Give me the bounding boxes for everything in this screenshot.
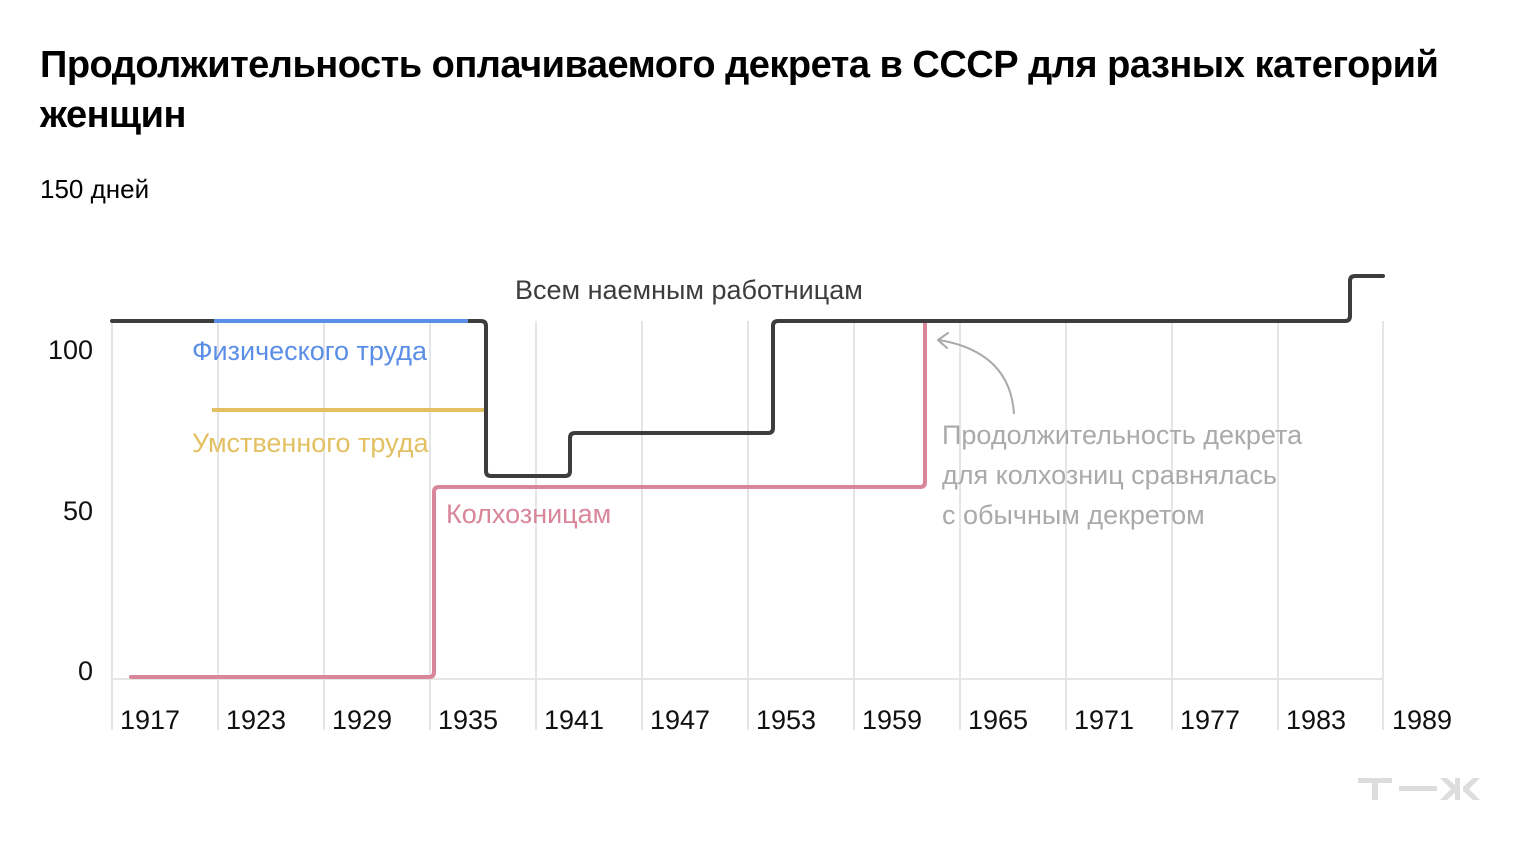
x-tick: 1947 — [650, 705, 710, 735]
tzh-logo-icon — [1358, 778, 1480, 800]
x-tick: 1935 — [438, 705, 498, 735]
x-tick: 1977 — [1180, 705, 1240, 735]
arrowhead-icon — [937, 332, 949, 349]
x-tick: 1929 — [332, 705, 392, 735]
annotation-arrow-icon — [938, 339, 1015, 415]
x-tick: 1923 — [226, 705, 286, 735]
x-tick: 1959 — [862, 705, 922, 735]
y-tick-100: 100 — [48, 335, 93, 365]
x-tick: 1971 — [1074, 705, 1134, 735]
x-tick: 1917 — [120, 705, 180, 735]
annotation-line-1: Продолжительность декрета — [942, 420, 1303, 450]
label-kolkhoz: Колхозницам — [446, 499, 611, 529]
x-tick: 1983 — [1286, 705, 1346, 735]
x-tick: 1953 — [756, 705, 816, 735]
x-tick: 1965 — [968, 705, 1028, 735]
y-axis-unit-label: 150 дней — [40, 174, 150, 204]
chart-title: Продолжительность оплачиваемого декрета … — [40, 44, 1439, 136]
label-all-workers: Всем наемным работницам — [515, 275, 863, 305]
annotation-line-2: для колхозниц сравнялась — [942, 460, 1277, 490]
series-kolkhoz-line — [129, 319, 927, 679]
y-tick-0: 0 — [78, 656, 93, 686]
series-all-workers-line — [110, 274, 1385, 478]
x-tick: 1941 — [544, 705, 604, 735]
label-physical: Физического труда — [192, 336, 428, 366]
label-mental: Умственного труда — [192, 428, 429, 458]
x-axis-ticks: 1917 1923 1929 1935 1941 1947 1953 1959 … — [120, 705, 1452, 735]
x-tick: 1989 — [1392, 705, 1452, 735]
annotation-line-3: с обычным декретом — [942, 500, 1205, 530]
y-tick-50: 50 — [63, 496, 93, 526]
gridlines — [111, 321, 1384, 730]
